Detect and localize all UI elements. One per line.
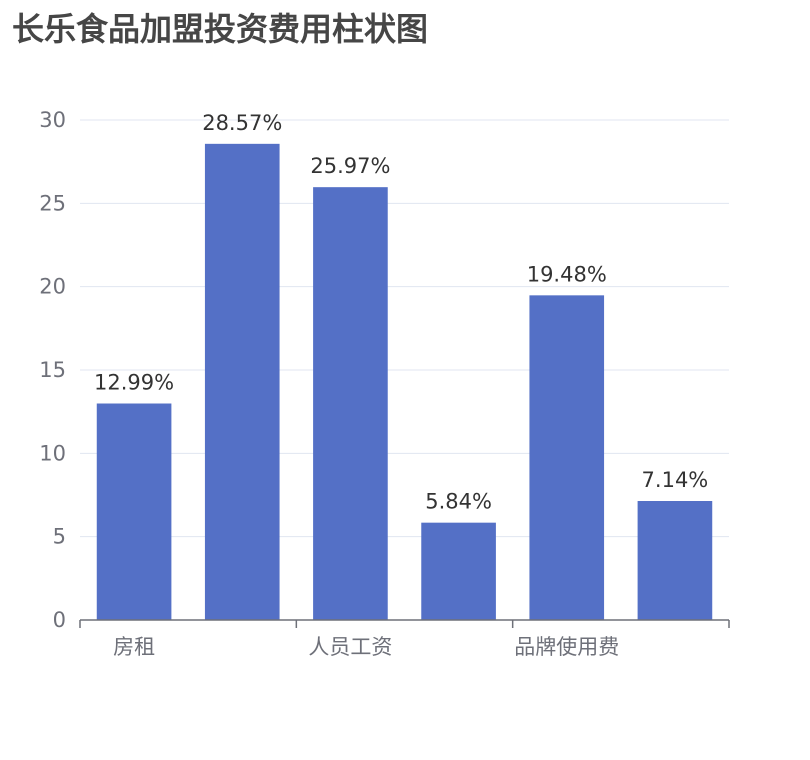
bar-value-label: 12.99%	[94, 371, 174, 395]
bar-value-label: 7.14%	[642, 468, 709, 492]
y-axis-ticks: 0 5 10 15 20 25 30	[39, 108, 66, 632]
bar	[313, 187, 388, 620]
y-tick-label: 10	[39, 441, 66, 465]
x-axis-category-labels: 房租 人员工资 品牌使用费	[113, 635, 619, 659]
x-category-label: 房租	[113, 635, 155, 659]
bars	[96, 143, 713, 621]
bar	[96, 403, 172, 620]
x-category-label: 品牌使用费	[514, 635, 619, 659]
bar-value-label: 19.48%	[527, 262, 607, 286]
bar	[421, 522, 496, 620]
bar	[637, 501, 713, 620]
bar-value-label: 28.57%	[202, 111, 282, 135]
y-tick-label: 15	[39, 358, 66, 382]
x-axis	[79, 619, 730, 628]
bar	[529, 295, 605, 620]
bar	[204, 143, 280, 621]
chart-title: 长乐食品加盟投资费用柱状图	[12, 10, 429, 48]
grid-lines	[80, 119, 729, 538]
y-tick-label: 0	[53, 608, 66, 632]
y-tick-label: 5	[53, 525, 66, 549]
bar-value-label: 25.97%	[310, 154, 390, 178]
y-tick-label: 30	[39, 108, 66, 132]
bar-value-label: 5.84%	[425, 490, 492, 514]
y-tick-label: 20	[39, 275, 66, 299]
x-category-label: 人员工资	[308, 635, 392, 659]
y-tick-label: 25	[39, 191, 66, 215]
bar-value-labels: 12.99% 28.57% 25.97% 5.84% 19.48% 7.14%	[94, 111, 708, 514]
